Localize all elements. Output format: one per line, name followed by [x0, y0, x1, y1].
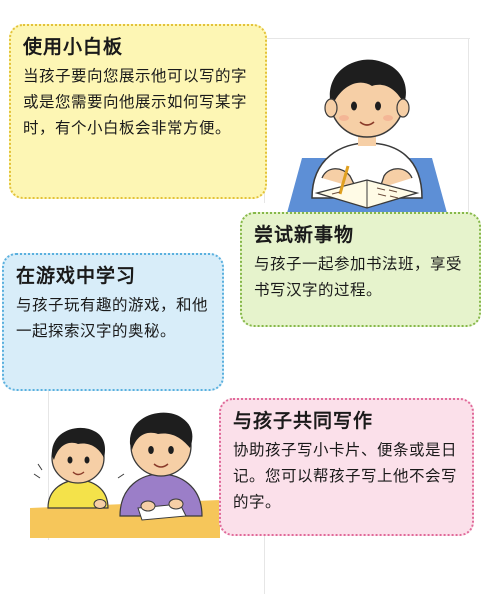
- tip-card-write-together: 与孩子共同写作 协助孩子写小卡片、便条或是日记。您可以帮孩子写上他不会写的字。: [219, 398, 474, 536]
- tip-card-title: 尝试新事物: [254, 224, 355, 246]
- page-frame-line: [264, 38, 470, 39]
- tip-card-body: 协助孩子写小卡片、便条或是日记。您可以帮孩子写上他不会写的字。: [233, 441, 458, 511]
- page-frame-line: [264, 536, 265, 594]
- tip-card-title: 在游戏中学习: [16, 265, 137, 287]
- tip-card-title: 与孩子共同写作: [233, 410, 374, 432]
- tip-card-title: 使用小白板: [23, 36, 124, 58]
- boy-writing-illustration: [287, 59, 447, 213]
- parent-child-writing-illustration: [30, 412, 220, 538]
- tip-card-learn-through-games: 在游戏中学习 与孩子玩有趣的游戏，和他一起探索汉字的奥秘。: [2, 253, 224, 391]
- tip-card-try-new: 尝试新事物 与孩子一起参加书法班，享受书写汉字的过程。: [240, 212, 481, 327]
- tip-card-body: 与孩子玩有趣的游戏，和他一起探索汉字的奥秘。: [16, 296, 209, 340]
- tip-card-whiteboard: 使用小白板 当孩子要向您展示他可以写的字或是您需要向他展示如何写某字时，有个小白…: [9, 24, 267, 199]
- page-frame-line: [468, 38, 469, 213]
- tip-card-body: 与孩子一起参加书法班，享受书写汉字的过程。: [254, 255, 463, 299]
- page-frame-line: [48, 380, 49, 540]
- tip-card-body: 当孩子要向您展示他可以写的字或是您需要向他展示如何写某字时，有个小白板会非常方便…: [23, 67, 248, 137]
